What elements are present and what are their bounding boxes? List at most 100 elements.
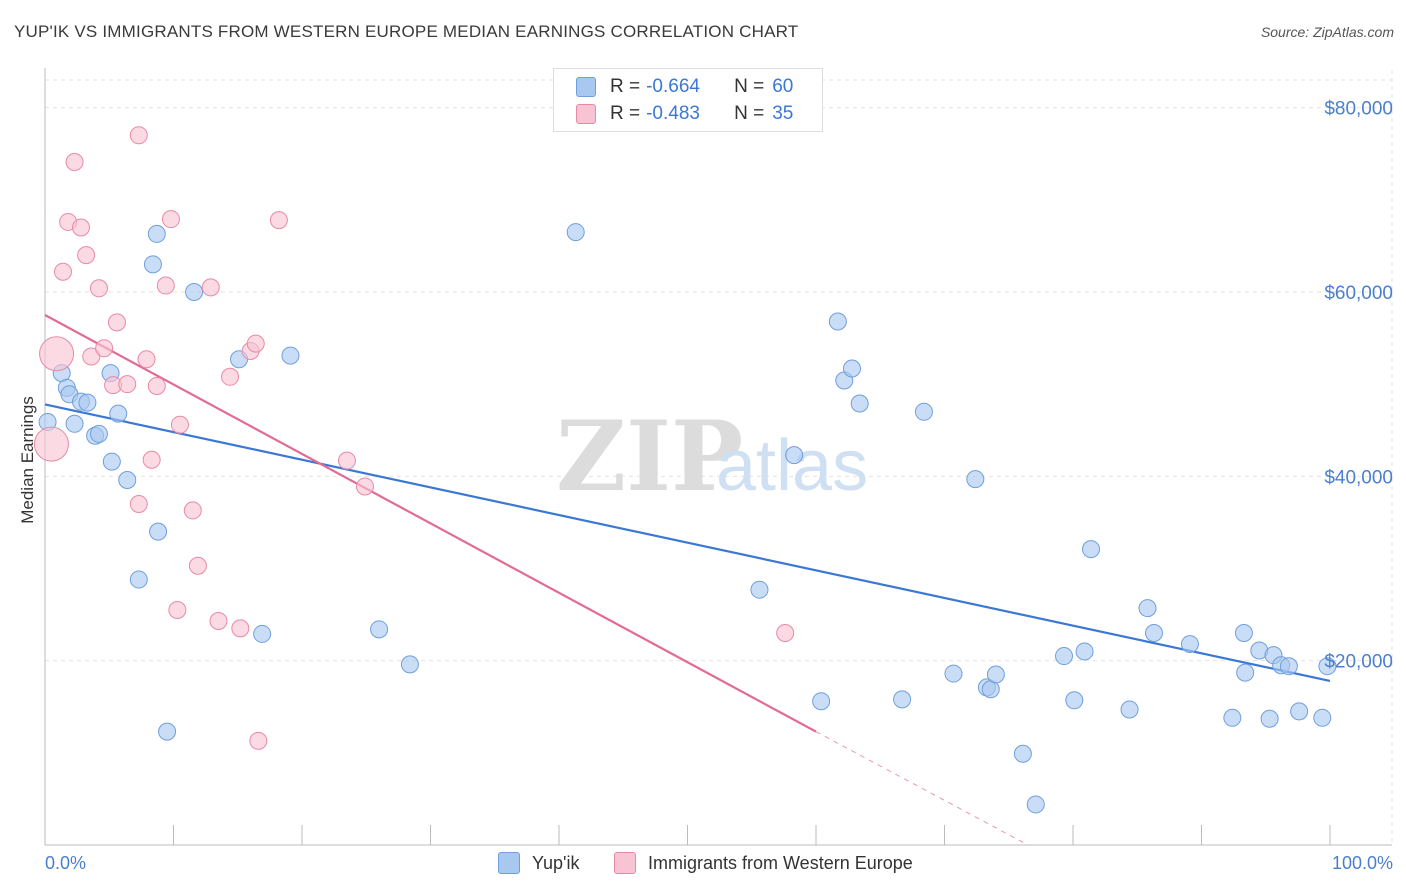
yupik-point bbox=[1026, 795, 1045, 814]
series-swatch-yupik bbox=[498, 852, 520, 874]
yupik-point bbox=[893, 690, 912, 709]
legend-row-yupik: R = -0.664 N = 60 bbox=[576, 75, 793, 99]
yupik-point bbox=[370, 620, 389, 639]
yupik-point bbox=[1318, 657, 1337, 676]
western-europe-point bbox=[107, 313, 126, 332]
x-tick-label: 100.0% bbox=[1332, 853, 1393, 873]
series-swatch-western-europe bbox=[614, 852, 636, 874]
yupik-point bbox=[149, 522, 168, 541]
yupik-point bbox=[566, 223, 585, 242]
y-axis-label: Median Earnings bbox=[18, 396, 37, 524]
yupik-point bbox=[158, 722, 177, 741]
western-europe-point bbox=[156, 276, 175, 295]
legend-n-value: 35 bbox=[772, 103, 794, 124]
y-tick-label: $20,000 bbox=[1324, 652, 1393, 673]
western-europe-trend-line bbox=[44, 314, 817, 733]
yupik-point bbox=[966, 470, 985, 489]
y-tick-label: $80,000 bbox=[1324, 99, 1393, 120]
legend-row-western-europe: R = -0.483 N = 35 bbox=[576, 102, 793, 126]
yupik-point bbox=[1223, 708, 1242, 727]
yupik-point bbox=[944, 664, 963, 683]
western-europe-point bbox=[65, 153, 84, 172]
western-europe-point bbox=[71, 218, 90, 237]
legend-r-value: -0.664 bbox=[646, 76, 700, 97]
western-europe-point bbox=[137, 350, 156, 369]
legend-n-label: N = bbox=[734, 76, 765, 97]
legend-swatch-western-europe bbox=[576, 104, 596, 124]
watermark: ZIP atlas bbox=[556, 400, 868, 513]
yupik-point bbox=[986, 665, 1005, 684]
yupik-point bbox=[1313, 708, 1332, 727]
western-europe-point bbox=[33, 426, 69, 462]
source-label: Source: ZipAtlas.com bbox=[1260, 24, 1394, 40]
yupik-point bbox=[1138, 599, 1157, 618]
yupik-point bbox=[750, 580, 769, 599]
yupik-point bbox=[1279, 657, 1298, 676]
western-europe-point bbox=[95, 339, 114, 358]
yupik-point bbox=[89, 424, 108, 443]
yupik-point bbox=[828, 312, 847, 331]
western-europe-point bbox=[188, 556, 207, 575]
axis-labels: $20,000 $40,000 $60,000 $80,000 0.0% 100.0% Me… bbox=[18, 99, 1393, 873]
yupik-point bbox=[1180, 635, 1199, 654]
western-europe-point bbox=[355, 477, 374, 496]
yupik-point bbox=[1081, 540, 1100, 559]
yupik-point bbox=[785, 446, 804, 465]
yupik-point bbox=[109, 404, 128, 423]
y-tick-label: $60,000 bbox=[1324, 283, 1393, 304]
western-europe-point bbox=[129, 126, 148, 145]
western-europe-point bbox=[168, 600, 187, 619]
series-legend-label: Immigrants from Western Europe bbox=[648, 852, 913, 873]
yupik-point bbox=[253, 624, 272, 643]
western-europe-point bbox=[53, 262, 72, 281]
series-legend-yupik: Yup'ik bbox=[498, 852, 579, 874]
grid-lines bbox=[45, 70, 1393, 845]
western-europe-point bbox=[221, 367, 240, 386]
correlation-legend: R = -0.664 N = 60 R = -0.483 N = 35 bbox=[553, 68, 823, 132]
yupik-point bbox=[102, 452, 121, 471]
yupik-point bbox=[1013, 744, 1032, 763]
western-europe-point bbox=[77, 246, 96, 265]
yupik-point bbox=[812, 692, 831, 711]
western-europe-point bbox=[249, 731, 268, 750]
series-legend-label: Yup'ik bbox=[532, 852, 580, 873]
yupik-point bbox=[147, 224, 166, 243]
yupik-point bbox=[914, 402, 933, 421]
trend-lines bbox=[44, 314, 1331, 846]
western-europe-point bbox=[161, 210, 180, 229]
yupik-point bbox=[281, 346, 300, 365]
yupik-trend-line bbox=[44, 403, 1331, 683]
y-tick-label: $40,000 bbox=[1324, 467, 1393, 488]
series-legend: Yup'ik Immigrants from Western Europe bbox=[0, 852, 1406, 878]
yupik-point bbox=[1234, 624, 1253, 643]
yupik-point bbox=[118, 471, 137, 490]
yupik-point bbox=[129, 570, 148, 589]
legend-n-label: N = bbox=[734, 103, 765, 124]
yupik-point bbox=[185, 282, 204, 301]
watermark-atlas: atlas bbox=[716, 426, 868, 506]
western-europe-point bbox=[142, 450, 161, 469]
western-europe-point bbox=[39, 336, 75, 372]
western-europe-point bbox=[129, 494, 148, 513]
yupik-point bbox=[1236, 663, 1255, 682]
yupik-point bbox=[1260, 709, 1279, 728]
western-europe-point bbox=[231, 619, 250, 638]
western-europe-point bbox=[201, 278, 220, 297]
western-europe-point bbox=[147, 377, 166, 395]
western-europe-point bbox=[209, 612, 228, 631]
western-europe-point bbox=[183, 501, 202, 520]
western-europe-point bbox=[118, 375, 137, 394]
yupik-point bbox=[1144, 624, 1163, 643]
yupik-point bbox=[850, 394, 869, 413]
yupik-point bbox=[400, 655, 419, 674]
yupik-point bbox=[78, 393, 97, 412]
western-europe-point bbox=[170, 415, 189, 434]
yupik-point bbox=[1075, 642, 1094, 661]
series-legend-western-europe: Immigrants from Western Europe bbox=[614, 852, 913, 874]
legend-r-label: R = bbox=[610, 76, 641, 97]
western-europe-point bbox=[269, 211, 288, 230]
western-europe-point bbox=[337, 451, 356, 470]
legend-swatch-yupik bbox=[576, 77, 596, 97]
western-europe-point bbox=[776, 624, 795, 643]
